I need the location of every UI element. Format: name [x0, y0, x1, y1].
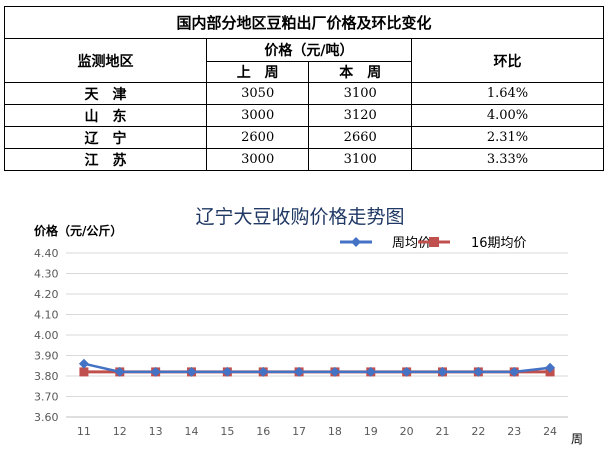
data-point — [294, 366, 305, 377]
x-tick-label: 18 — [328, 425, 342, 438]
x-tick-label: 13 — [149, 425, 163, 438]
data-point — [186, 366, 197, 377]
data-point — [78, 358, 89, 369]
prev-price-cell: 3000 — [205, 148, 310, 171]
table-row: 辽宁 2600 2660 2.31% — [4, 126, 605, 149]
x-tick-label: 11 — [77, 425, 91, 438]
price-trend-chart: 辽宁大豆收购价格走势图 价格（元/公斤） 周 4.404.304.204.104… — [34, 206, 583, 446]
chart-title: 辽宁大豆收购价格走势图 — [195, 206, 404, 228]
change-cell: 1.64% — [410, 82, 605, 105]
header-region: 监测地区 — [4, 38, 207, 83]
data-point — [509, 366, 520, 377]
x-tick-labels: 11 12 13 14 15 16 17 18 19 20 21 22 23 24 — [77, 425, 557, 438]
change-cell: 3.33% — [410, 148, 605, 171]
curr-price-cell: 3100 — [308, 82, 412, 105]
legend-label: 周均价 — [392, 236, 431, 251]
price-table: 国内部分地区豆粕出厂价格及环比变化 监测地区 价格（元/吨） 环比 上 周 本 … — [4, 6, 605, 171]
gridlines — [66, 252, 568, 418]
data-point — [258, 366, 269, 377]
data-point — [401, 366, 412, 377]
region-cell: 天津 — [4, 82, 207, 105]
y-tick-label: 4.30 — [34, 268, 59, 281]
header-this-week: 本 周 — [308, 61, 412, 83]
data-point — [79, 367, 89, 377]
header-change: 环比 — [410, 38, 605, 83]
data-point — [365, 366, 376, 377]
y-tick-label: 4.20 — [34, 288, 59, 301]
legend-item: 16期均价 — [418, 236, 527, 251]
change-cell: 2.31% — [410, 126, 605, 149]
x-tick-label: 20 — [400, 425, 414, 438]
region-cell: 江苏 — [4, 148, 207, 171]
change-cell: 4.00% — [410, 104, 605, 127]
legend-item: 周均价 — [340, 236, 431, 251]
x-tick-label: 12 — [113, 425, 127, 438]
table-row: 山东 3000 3120 4.00% — [4, 104, 605, 127]
series-group — [78, 358, 556, 377]
x-tick-label: 19 — [364, 425, 378, 438]
data-point — [114, 366, 125, 377]
table-title: 国内部分地区豆粕出厂价格及环比变化 — [4, 6, 604, 39]
legend-marker — [429, 237, 439, 247]
curr-price-cell: 3120 — [308, 104, 412, 127]
x-tick-label: 22 — [471, 425, 485, 438]
table-row: 天津 3050 3100 1.64% — [4, 82, 605, 105]
x-tick-label: 17 — [292, 425, 306, 438]
y-tick-labels: 4.40 4.30 4.20 4.10 4.00 3.90 3.80 3.70 3.60 — [34, 247, 59, 424]
header-prev-week: 上 周 — [205, 61, 310, 83]
y-tick-label: 4.10 — [34, 309, 59, 322]
y-tick-label: 4.40 — [34, 247, 59, 260]
curr-price-cell: 2660 — [308, 126, 412, 149]
legend-label: 16期均价 — [471, 236, 527, 251]
series-weekly-avg — [78, 358, 556, 377]
x-tick-label: 16 — [256, 425, 270, 438]
x-tick-label: 14 — [185, 425, 199, 438]
legend: 周均价 16期均价 — [340, 236, 527, 251]
y-tick-label: 3.90 — [34, 350, 59, 363]
prev-price-cell: 3050 — [205, 82, 310, 105]
data-point — [329, 366, 340, 377]
prev-price-cell: 2600 — [205, 126, 310, 149]
x-axis-label: 周 — [571, 432, 583, 446]
x-tick-label: 21 — [436, 425, 450, 438]
x-tick-label: 15 — [220, 425, 234, 438]
x-tick-label: 24 — [543, 425, 557, 438]
series-line — [83, 362, 551, 374]
header-price: 价格（元/吨） — [205, 38, 412, 62]
y-tick-label: 3.70 — [34, 391, 59, 404]
y-axis-label: 价格（元/公斤） — [34, 223, 122, 238]
y-tick-label: 4.00 — [34, 329, 59, 342]
y-tick-label: 3.80 — [34, 370, 59, 383]
legend-marker — [351, 237, 361, 247]
region-cell: 山东 — [4, 104, 207, 127]
table-row: 江苏 3000 3100 3.33% — [4, 148, 605, 171]
data-point — [437, 366, 448, 377]
data-point — [150, 366, 161, 377]
prev-price-cell: 3000 — [205, 104, 310, 127]
region-cell: 辽宁 — [4, 126, 207, 149]
data-point — [222, 366, 233, 377]
y-tick-label: 3.60 — [34, 411, 59, 424]
data-point — [473, 366, 484, 377]
x-tick-label: 23 — [507, 425, 521, 438]
curr-price-cell: 3100 — [308, 148, 412, 171]
data-point — [545, 362, 556, 373]
